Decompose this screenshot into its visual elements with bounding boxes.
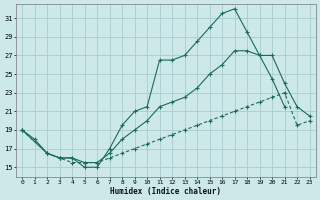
X-axis label: Humidex (Indice chaleur): Humidex (Indice chaleur) <box>110 187 221 196</box>
